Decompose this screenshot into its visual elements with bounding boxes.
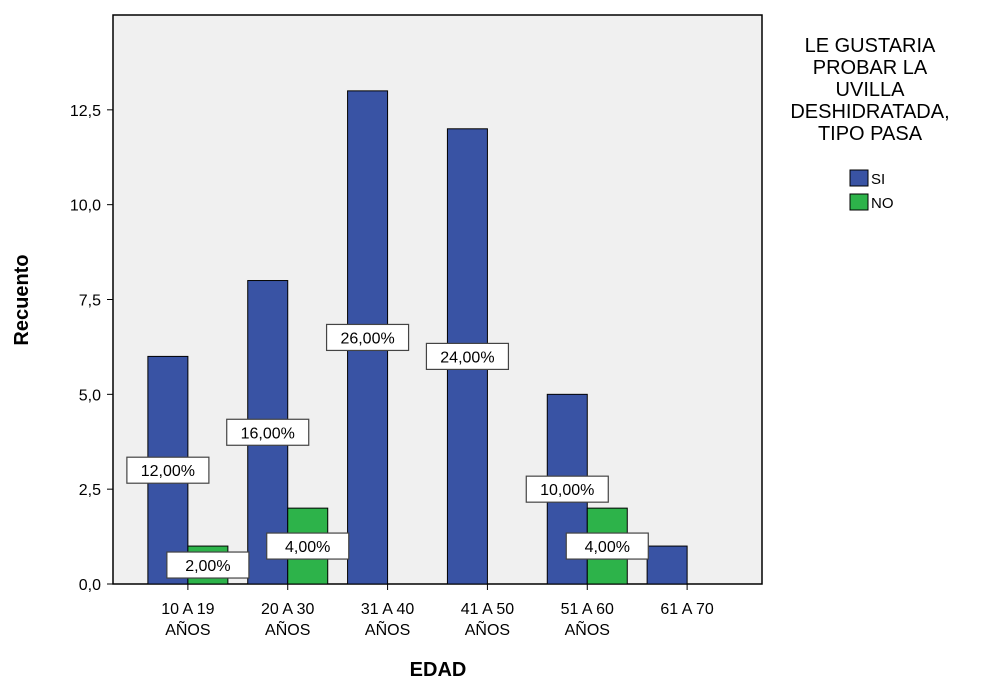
data-label-box [226,418,310,446]
y-tick-label: 7,5 [79,293,101,310]
data-label: 16,00% [241,425,295,442]
data-label: 4,00% [585,539,630,556]
x-tick-label: 61 A 70 [660,601,713,618]
x-tick-label-line2: AÑOS [565,619,610,639]
x-axis-title: EDAD [410,659,467,681]
x-tick-label-line2: AÑOS [165,619,210,639]
data-label-box [525,475,609,503]
x-tick-label: 51 A 60 [561,601,614,618]
x-tick-label: 31 A 40 [361,601,414,618]
legend-label-no: NO [871,195,894,212]
plot-area [112,14,763,585]
legend-swatch-si [849,169,869,187]
data-label: 26,00% [340,330,394,347]
data-label: 12,00% [141,463,195,480]
data-label-box [166,551,250,579]
y-tick-label: 12,5 [70,103,101,120]
legend-title-line: LE GUSTARIA [805,35,936,57]
data-label: 24,00% [440,349,494,366]
y-tick-label: 5,0 [79,387,101,404]
data-label: 4,00% [285,539,330,556]
x-tick-label-line2: AÑOS [365,619,410,639]
data-label: 2,00% [185,558,230,575]
data-label-box [325,323,410,352]
data-label: 10,00% [540,482,594,499]
legend-swatch-no [849,193,869,211]
data-label-box [425,342,510,370]
y-axis: 0,0 2,5 5,0 7,5 10,0 12,5 [70,103,113,594]
legend-title-line: PROBAR LA [813,57,928,79]
x-tick-label-line2: AÑOS [465,619,510,639]
bar-si [646,545,688,585]
data-label-box [565,532,649,560]
data-label-box [126,456,210,484]
x-tick-label-line2: AÑOS [265,619,310,639]
x-tick-label: 20 A 30 [261,601,314,618]
x-tick-label: 10 A 19 [161,601,214,618]
legend-label-si: SI [871,171,885,188]
y-tick-label: 10,0 [70,198,101,215]
x-tick-label: 41 A 50 [461,601,514,618]
data-labels: 12,00% 2,00% 16,00% 4,00% 26,00% 24,00% 10,00%… [126,323,649,579]
legend-title-line: UVILLA [836,79,906,101]
data-label-box [266,532,350,560]
y-tick-label: 0,0 [79,577,101,594]
legend-title-line: DESHIDRATADA, [790,101,949,123]
y-axis-title: Recuento [11,254,33,345]
legend-title-line: TIPO PASA [818,123,923,145]
y-tick-label: 2,5 [79,482,101,499]
